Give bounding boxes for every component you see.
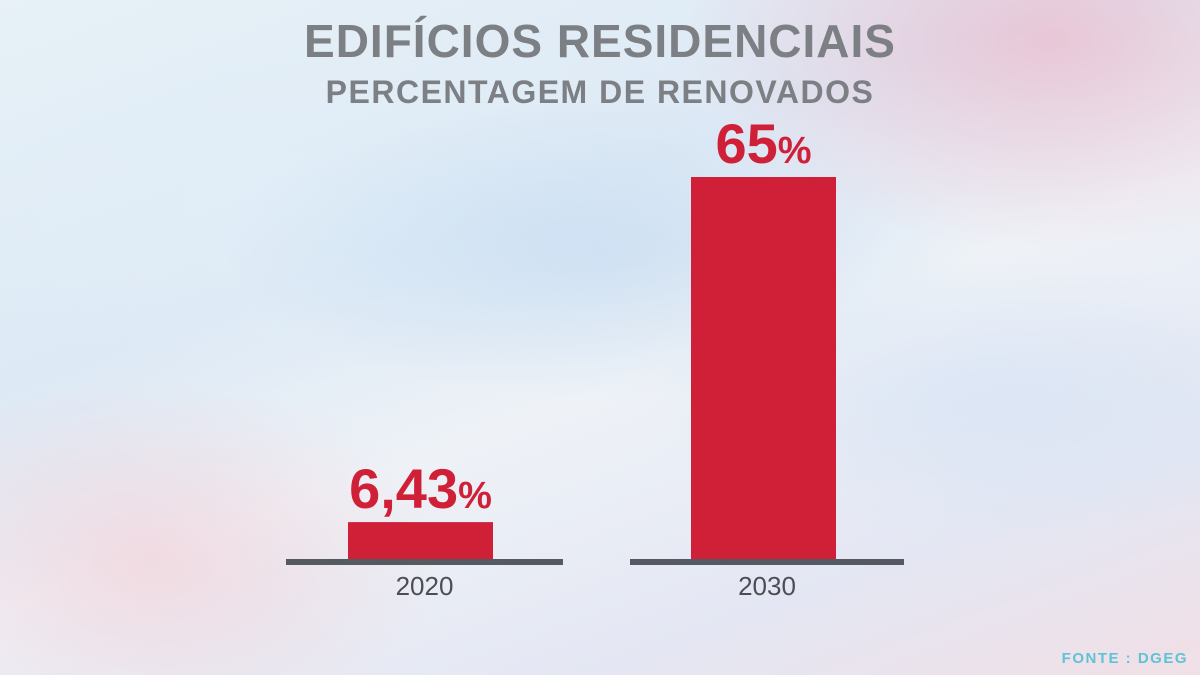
- value-label-2020: 6,43%: [349, 457, 492, 520]
- category-label-2030: 2030: [738, 571, 796, 601]
- value-label-2030: 65%: [715, 112, 811, 175]
- source-note: FONTE : DGEG: [1061, 650, 1188, 667]
- category-label-2020: 2020: [396, 571, 454, 601]
- chart-subtitle: PERCENTAGEM DE RENOVADOS: [325, 74, 875, 110]
- baseline-2030: [630, 559, 904, 565]
- chart-title: EDIFÍCIOS RESIDENCIAIS: [304, 15, 896, 67]
- bar-2030: [691, 177, 836, 560]
- baseline-2020: [286, 559, 563, 565]
- bar-2020: [348, 522, 493, 560]
